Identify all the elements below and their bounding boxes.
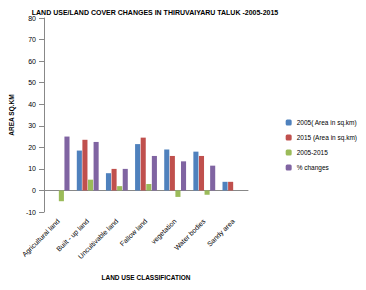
svg-text:LAND USE/LAND COVER CHANGES IN: LAND USE/LAND COVER CHANGES IN THIRUVAIY…: [32, 9, 279, 16]
svg-text:60: 60: [28, 58, 36, 65]
svg-text:10: 10: [28, 165, 36, 172]
svg-text:50: 50: [28, 79, 36, 86]
svg-text:70: 70: [28, 36, 36, 43]
svg-text:Uncultivable land: Uncultivable land: [77, 217, 120, 260]
svg-text:40: 40: [28, 101, 36, 108]
svg-text:Water bodies: Water bodies: [173, 217, 207, 251]
svg-text:30: 30: [28, 122, 36, 129]
svg-text:Sandy area: Sandy area: [206, 217, 237, 248]
svg-text:LAND USE CLASSIFICATION: LAND USE CLASSIFICATION: [101, 274, 190, 281]
svg-text:0: 0: [32, 187, 36, 194]
svg-text:2005( Area in sq.km): 2005( Area in sq.km): [297, 119, 357, 127]
svg-text:vegetation: vegetation: [150, 217, 179, 246]
svg-text:Built - up land: Built - up land: [55, 217, 91, 253]
svg-text:AREA SQ.KM: AREA SQ.KM: [8, 94, 16, 135]
svg-text:% changes: % changes: [297, 164, 330, 172]
svg-text:20: 20: [28, 144, 36, 151]
svg-text:2005-2015: 2005-2015: [297, 149, 328, 156]
svg-text:80: 80: [28, 14, 36, 22]
svg-text:Fallow land: Fallow land: [119, 217, 149, 247]
svg-text:2015 (Area in sq.km): 2015 (Area in sq.km): [297, 134, 357, 142]
svg-text:-10: -10: [26, 209, 36, 216]
svg-text:Agricultural land: Agricultural land: [21, 217, 62, 258]
